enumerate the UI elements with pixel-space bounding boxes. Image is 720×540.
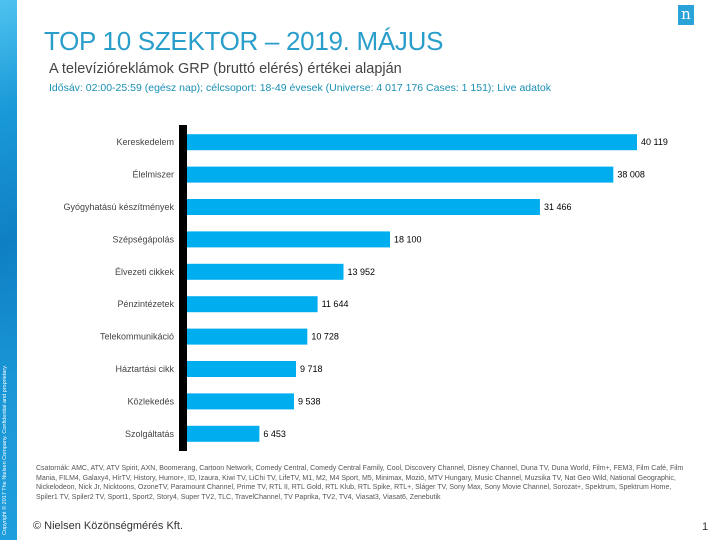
page-title: TOP 10 SZEKTOR – 2019. MÁJUS bbox=[44, 26, 444, 56]
bar bbox=[187, 393, 294, 410]
footer-copyright: © Nielsen Közönségmérés Kft. bbox=[33, 520, 183, 532]
page-subtitle: A televízióreklámok GRP (bruttó elérés) … bbox=[49, 61, 402, 77]
bar bbox=[187, 134, 637, 151]
bar bbox=[187, 263, 344, 280]
decorative-side-strip: Copyright © 2017 The Nielsen Company. Co… bbox=[0, 0, 17, 540]
value-label: 9 538 bbox=[298, 396, 321, 406]
category-label: Pénzintézetek bbox=[117, 299, 174, 309]
value-label: 13 952 bbox=[347, 267, 375, 277]
category-label: Háztartási cikk bbox=[115, 364, 174, 374]
bar bbox=[187, 199, 540, 215]
category-label: Élelmiszer bbox=[132, 170, 174, 180]
bar bbox=[187, 425, 260, 442]
category-label: Telekommunikáció bbox=[100, 332, 174, 342]
category-label: Szépségápolás bbox=[112, 234, 174, 244]
category-label: Kereskedelem bbox=[116, 137, 174, 147]
value-label: 38 008 bbox=[617, 170, 645, 180]
value-label: 40 119 bbox=[641, 137, 668, 147]
channel-footnote: Csatornák: AMC, ATV, ATV Spirit, AXN, Bo… bbox=[36, 465, 684, 501]
page-number: 1 bbox=[702, 521, 709, 533]
bar bbox=[187, 166, 614, 183]
value-label: 11 644 bbox=[322, 299, 349, 309]
y-axis bbox=[179, 125, 187, 451]
bar-chart: Kereskedelem 40 119 Élelmiszer 38 008 Gyógyh… bbox=[63, 125, 668, 451]
nielsen-logo: n bbox=[678, 5, 694, 25]
bar bbox=[187, 328, 308, 345]
value-label: 9 718 bbox=[300, 364, 323, 374]
bar bbox=[187, 361, 297, 377]
bar bbox=[187, 296, 318, 313]
value-label: 31 466 bbox=[544, 202, 572, 212]
data-info: Idősáv: 02:00-25:59 (egész nap); célcsop… bbox=[49, 82, 551, 94]
value-label: 18 100 bbox=[394, 234, 422, 244]
category-label: Gyógyhatású készítmények bbox=[63, 202, 174, 212]
bar bbox=[187, 231, 391, 248]
value-label: 6 453 bbox=[263, 429, 286, 439]
category-label: Közlekedés bbox=[127, 396, 174, 406]
category-label: Élvezeti cikkek bbox=[115, 267, 175, 277]
category-label: Szolgáltatás bbox=[125, 429, 175, 439]
value-label: 10 728 bbox=[311, 332, 339, 342]
